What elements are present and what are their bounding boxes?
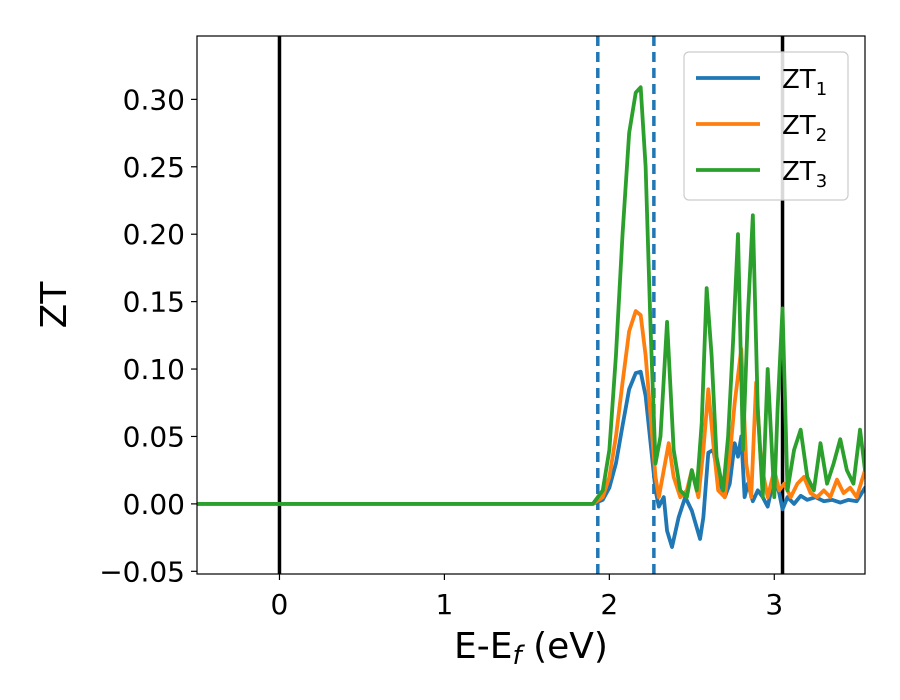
legend: ZT1 ZT2 ZT3 (683, 51, 849, 201)
y-axis-label: ZT (34, 281, 75, 329)
x-tick-label: 2 (600, 588, 618, 621)
y-tick-label: 0.15 (123, 286, 185, 319)
x-axis: 0 1 2 3 (271, 574, 783, 621)
y-tick-label: 0.30 (123, 83, 185, 116)
x-axis-label: E-Ef (eV) (454, 626, 608, 671)
legend-label-2: ZT2 (782, 111, 827, 146)
y-tick-label: 0.05 (123, 420, 185, 453)
x-tick-label: 0 (271, 588, 289, 621)
y-tick-label: 0.10 (123, 353, 185, 386)
plot-frame (196, 35, 866, 575)
series-line-2 (197, 309, 865, 506)
legend-label-1: ZT1 (782, 65, 827, 100)
series-line-3 (197, 85, 865, 506)
x-tick-label: 3 (765, 588, 783, 621)
y-axis: −0.05 0.00 0.05 0.10 0.15 0.20 0.25 0.30 (99, 83, 197, 588)
y-tick-label: 0.20 (123, 218, 185, 251)
legend-label-3: ZT3 (782, 157, 827, 192)
y-tick-label: −0.05 (99, 555, 185, 588)
legend-box (683, 51, 849, 201)
y-tick-label: 0.25 (123, 151, 185, 184)
y-tick-label: 0.00 (123, 488, 185, 521)
series-layer (197, 85, 865, 549)
x-tick-label: 1 (435, 588, 453, 621)
